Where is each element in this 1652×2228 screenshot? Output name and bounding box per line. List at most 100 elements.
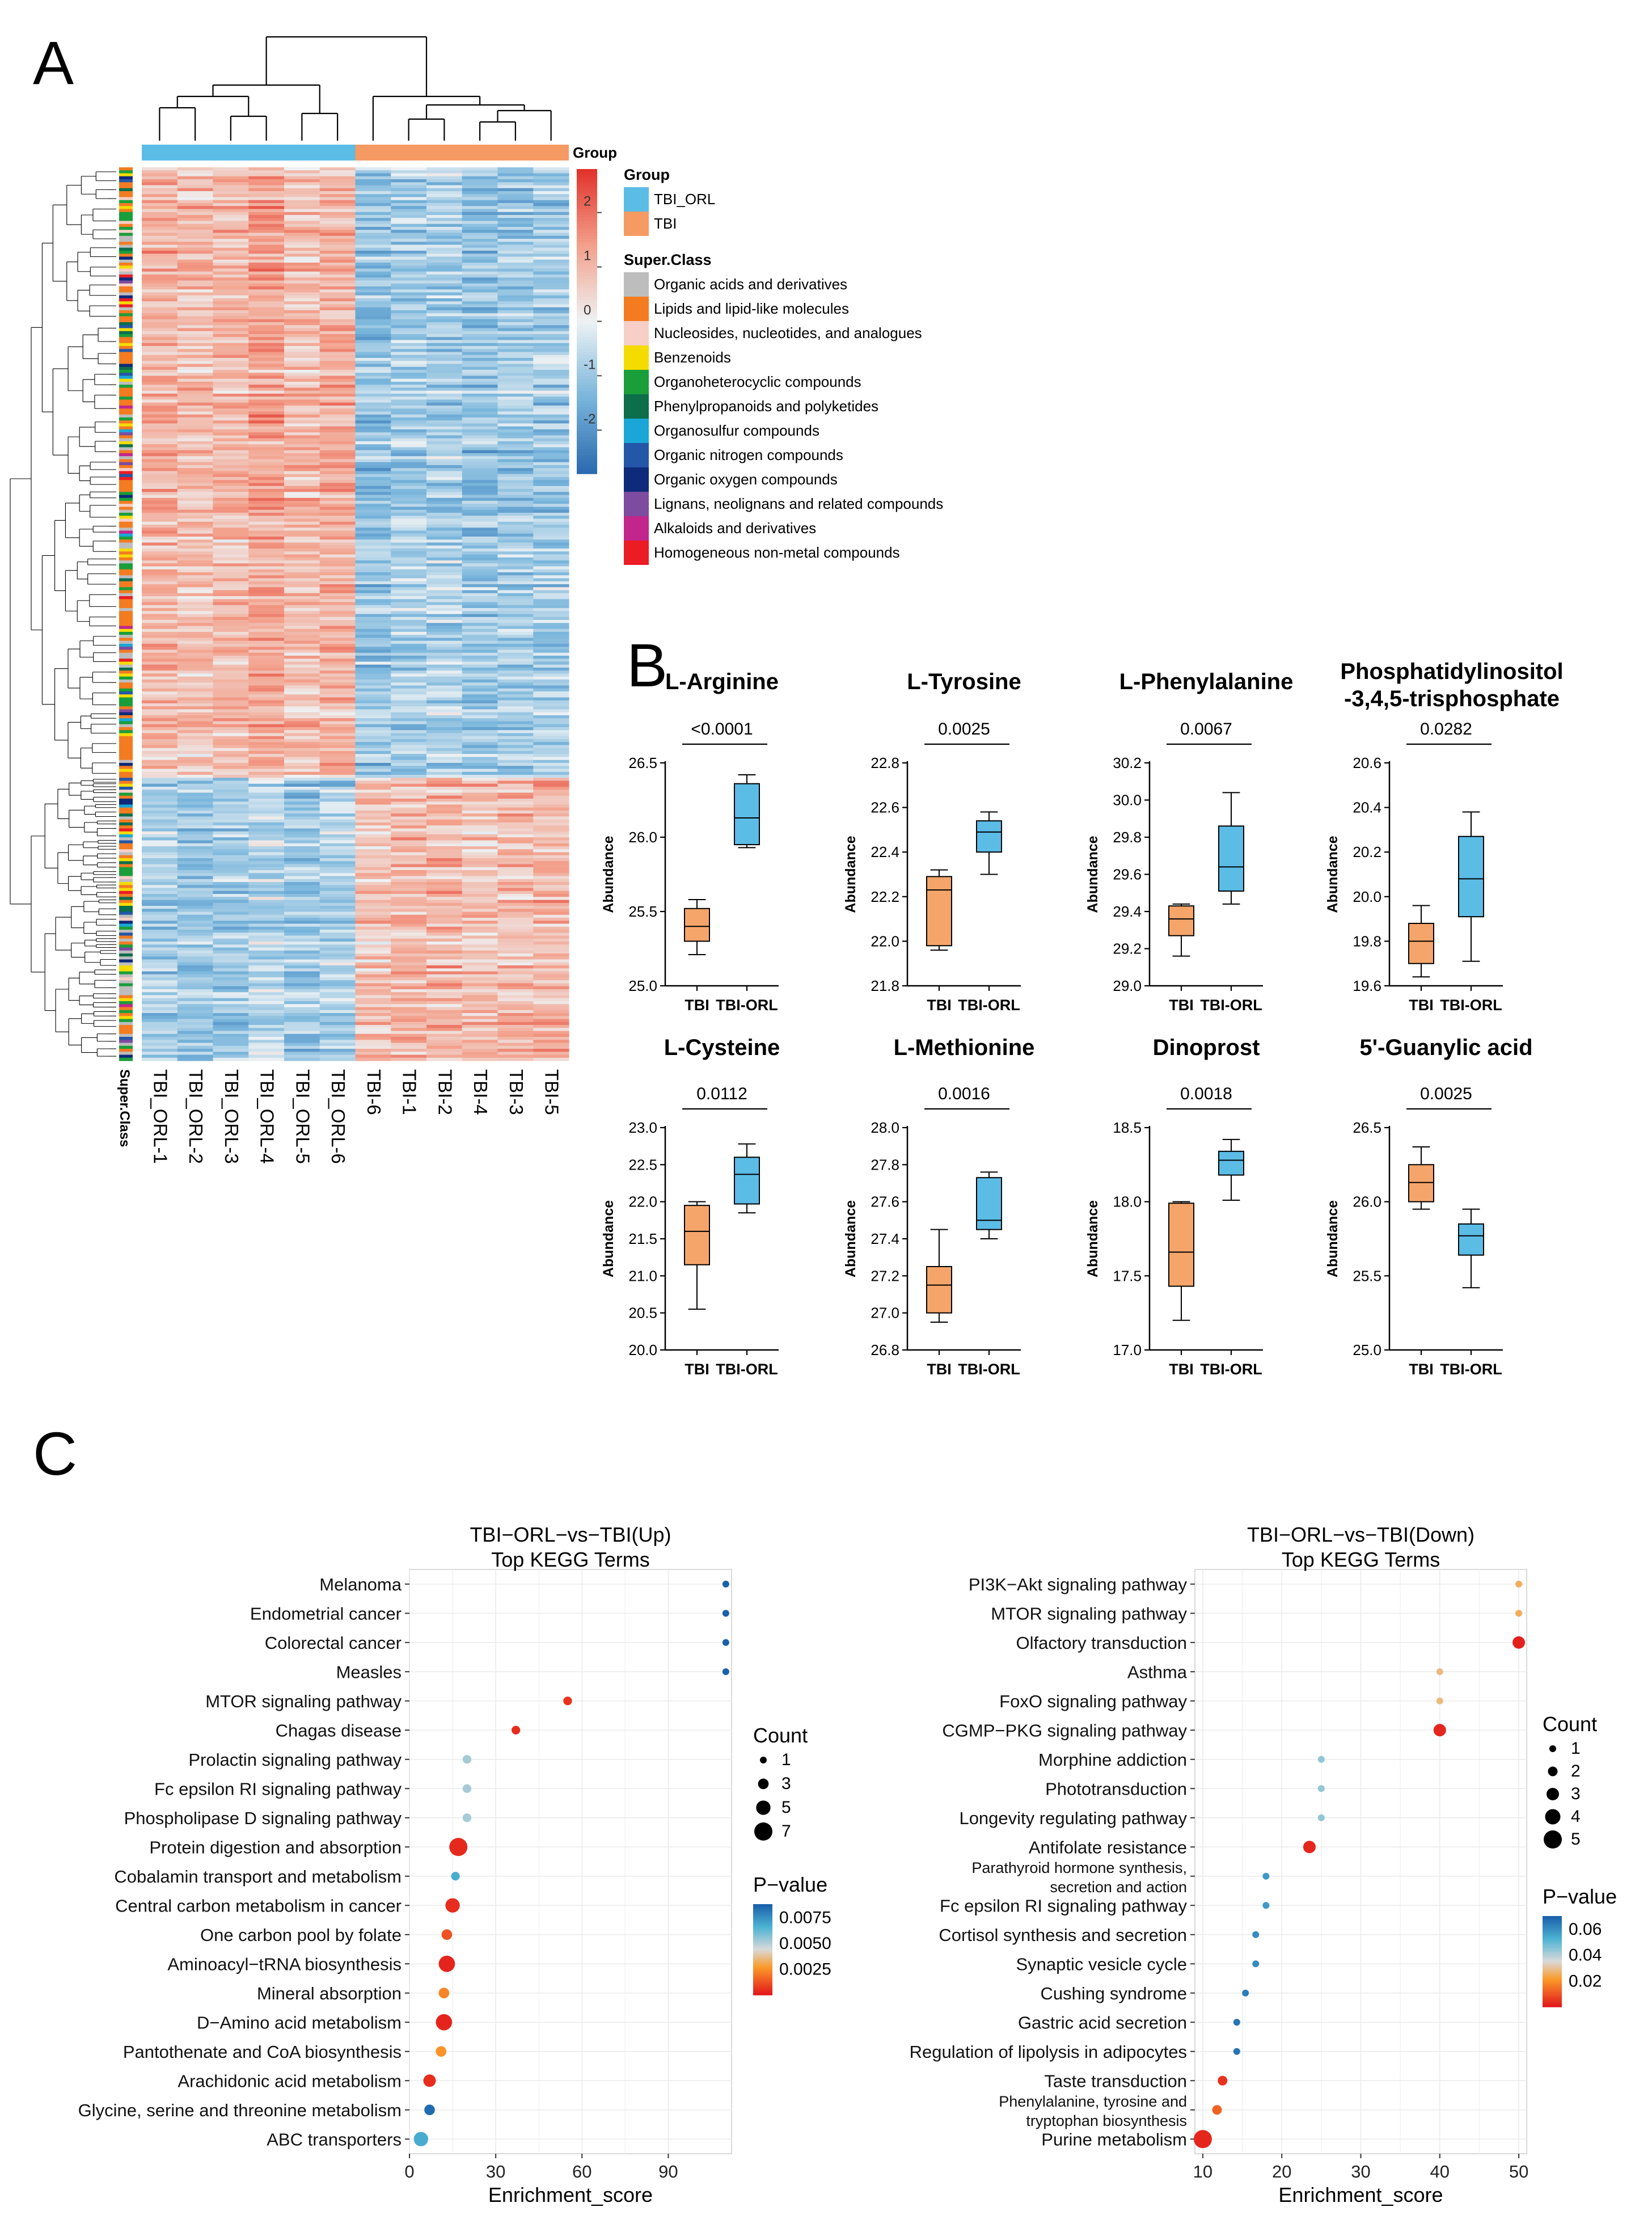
heatmap-cell [426, 932, 463, 936]
heatmap-row [142, 497, 569, 501]
heatmap-cell [213, 528, 249, 531]
heatmap-cell [248, 656, 285, 659]
heatmap-cell [497, 712, 534, 716]
heatmap-cell [213, 840, 249, 844]
superclass-cell [119, 444, 133, 448]
heatmap-cell [426, 870, 463, 874]
heatmap-cell [497, 754, 534, 758]
heatmap-cell [533, 462, 569, 466]
heatmap-row [142, 569, 569, 573]
heatmap-cell [213, 828, 249, 832]
heatmap-cell [426, 337, 463, 341]
heatmap-cell [319, 489, 356, 492]
heatmap-cell [426, 989, 463, 993]
heatmap-cell [177, 962, 214, 966]
heatmap-cell [426, 587, 463, 591]
heatmap-row [142, 733, 569, 737]
heatmap-cell [497, 652, 534, 656]
heatmap-cell [355, 215, 391, 218]
heatmap-cell [355, 858, 391, 862]
heatmap-cell [355, 670, 391, 674]
heatmap-cell [248, 334, 285, 337]
heatmap-cell [213, 203, 249, 206]
heatmap-cell [319, 497, 356, 501]
heatmap-cell [177, 1031, 214, 1035]
heatmap-cell [497, 316, 534, 320]
heatmap-cell [284, 965, 320, 969]
heatmap-cell [177, 790, 214, 794]
heatmap-cell [497, 680, 534, 683]
heatmap-cell [497, 902, 534, 906]
heatmap-cell [391, 471, 427, 475]
heatmap-cell [319, 411, 356, 415]
heatmap-cell [177, 521, 214, 525]
heatmap-cell [248, 935, 285, 939]
heatmap-cell [319, 352, 356, 356]
heatmap-cell [497, 295, 534, 299]
heatmap-cell [284, 795, 320, 799]
heatmap-cell [391, 399, 427, 403]
heatmap-cell [142, 620, 178, 623]
heatmap-cell [213, 548, 249, 552]
heatmap-cell [248, 185, 285, 189]
heatmap-cell [355, 474, 391, 478]
heatmap-cell [391, 626, 427, 630]
superclass-cell [119, 959, 133, 963]
heatmap-cell [462, 659, 498, 663]
heatmap-cell [142, 254, 178, 258]
heatmap-cell [142, 1049, 178, 1052]
heatmap-row [142, 328, 569, 332]
heatmap-cell [319, 557, 356, 561]
heatmap-cell [497, 286, 534, 290]
heatmap-cell [426, 572, 463, 576]
heatmap-cell [213, 780, 249, 784]
heatmap-cell [177, 304, 214, 308]
heatmap-cell [248, 870, 285, 874]
heatmap-cell [497, 640, 534, 644]
heatmap-cell [142, 983, 178, 987]
heatmap-cell [319, 233, 356, 237]
heatmap-cell [284, 402, 320, 406]
heatmap-cell [497, 551, 534, 555]
heatmap-cell [248, 247, 285, 251]
colorbar-segment [577, 467, 597, 471]
heatmap-cell [391, 852, 427, 856]
heatmap-row [142, 435, 569, 439]
heatmap-cell [355, 373, 391, 377]
heatmap-cell [284, 254, 320, 258]
heatmap-cell [177, 301, 214, 305]
colorbar-segment [577, 345, 597, 349]
heatmap-cell [355, 173, 391, 177]
heatmap-row [142, 956, 569, 960]
heatmap-cell [319, 483, 356, 487]
heatmap-cell [177, 364, 214, 368]
legend-swatch [624, 541, 649, 565]
heatmap-cell [213, 340, 249, 344]
heatmap-cell [142, 590, 178, 594]
heatmap-row [142, 605, 569, 609]
heatmap-cell [284, 590, 320, 594]
heatmap-cell [355, 364, 391, 368]
heatmap-cell [355, 965, 391, 969]
heatmap-cell [177, 486, 214, 490]
heatmap-cell [284, 399, 320, 403]
heatmap-cell [177, 259, 214, 263]
heatmap-cell [284, 423, 320, 427]
heatmap-cell [142, 647, 178, 651]
heatmap-cell [177, 778, 214, 782]
heatmap-cell [319, 834, 356, 838]
heatmap-cell [284, 387, 320, 391]
heatmap-cell [497, 486, 534, 490]
heatmap-cell [533, 537, 569, 540]
heatmap-row [142, 748, 569, 752]
heatmap-cell [426, 849, 463, 853]
heatmap-cell [213, 251, 249, 254]
heatmap-row [142, 926, 569, 930]
heatmap-cell [462, 620, 498, 623]
heatmap-cell [248, 453, 285, 457]
heatmap-cell [177, 891, 214, 894]
heatmap-cell [284, 730, 320, 734]
heatmap-cell [284, 897, 320, 901]
heatmap-cell [355, 182, 391, 186]
heatmap-cell [142, 417, 178, 421]
